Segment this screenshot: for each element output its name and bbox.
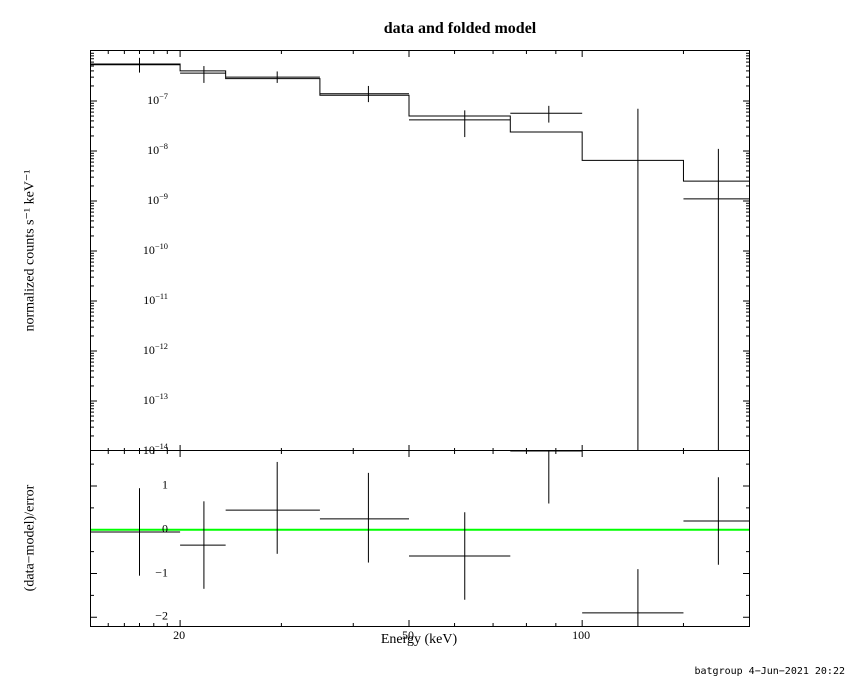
- ytick-bottom: 1: [162, 478, 168, 493]
- ytick-top: 10−9: [147, 192, 168, 208]
- ytick-top: 10−10: [143, 242, 168, 258]
- ylabel-bottom-text: (data−model)/error: [22, 484, 38, 591]
- ylabel-top-text: normalized counts s⁻¹ keV⁻¹: [22, 169, 39, 331]
- bottom-panel: [90, 450, 750, 627]
- bottom-panel-svg: [91, 451, 749, 626]
- xtick: 20: [173, 628, 185, 643]
- ytick-top: 10−12: [143, 342, 168, 358]
- ytick-bottom: −1: [155, 565, 168, 580]
- ytick-bottom: 0: [162, 521, 168, 536]
- ylabel-top: normalized counts s⁻¹ keV⁻¹: [20, 50, 40, 450]
- ytick-top: 10−13: [143, 392, 168, 408]
- chart-title: data and folded model: [90, 20, 830, 38]
- top-panel-svg: [91, 51, 749, 451]
- ytick-bottom: −2: [155, 609, 168, 624]
- ytick-top: 10−11: [143, 292, 168, 308]
- ytick-top: 10−8: [147, 142, 168, 158]
- footer-text: batgroup 4−Jun−2021 20:22: [694, 666, 845, 677]
- ylabel-bottom: (data−model)/error: [20, 450, 40, 625]
- xtick: 100: [572, 628, 590, 643]
- top-panel: [90, 50, 750, 451]
- ytick-top: 10−14: [143, 442, 168, 458]
- chart-container: data and folded model normalized counts …: [90, 20, 830, 640]
- xtick: 50: [402, 628, 414, 643]
- ytick-top: 10−7: [147, 92, 168, 108]
- xlabel: Energy (keV): [90, 632, 748, 648]
